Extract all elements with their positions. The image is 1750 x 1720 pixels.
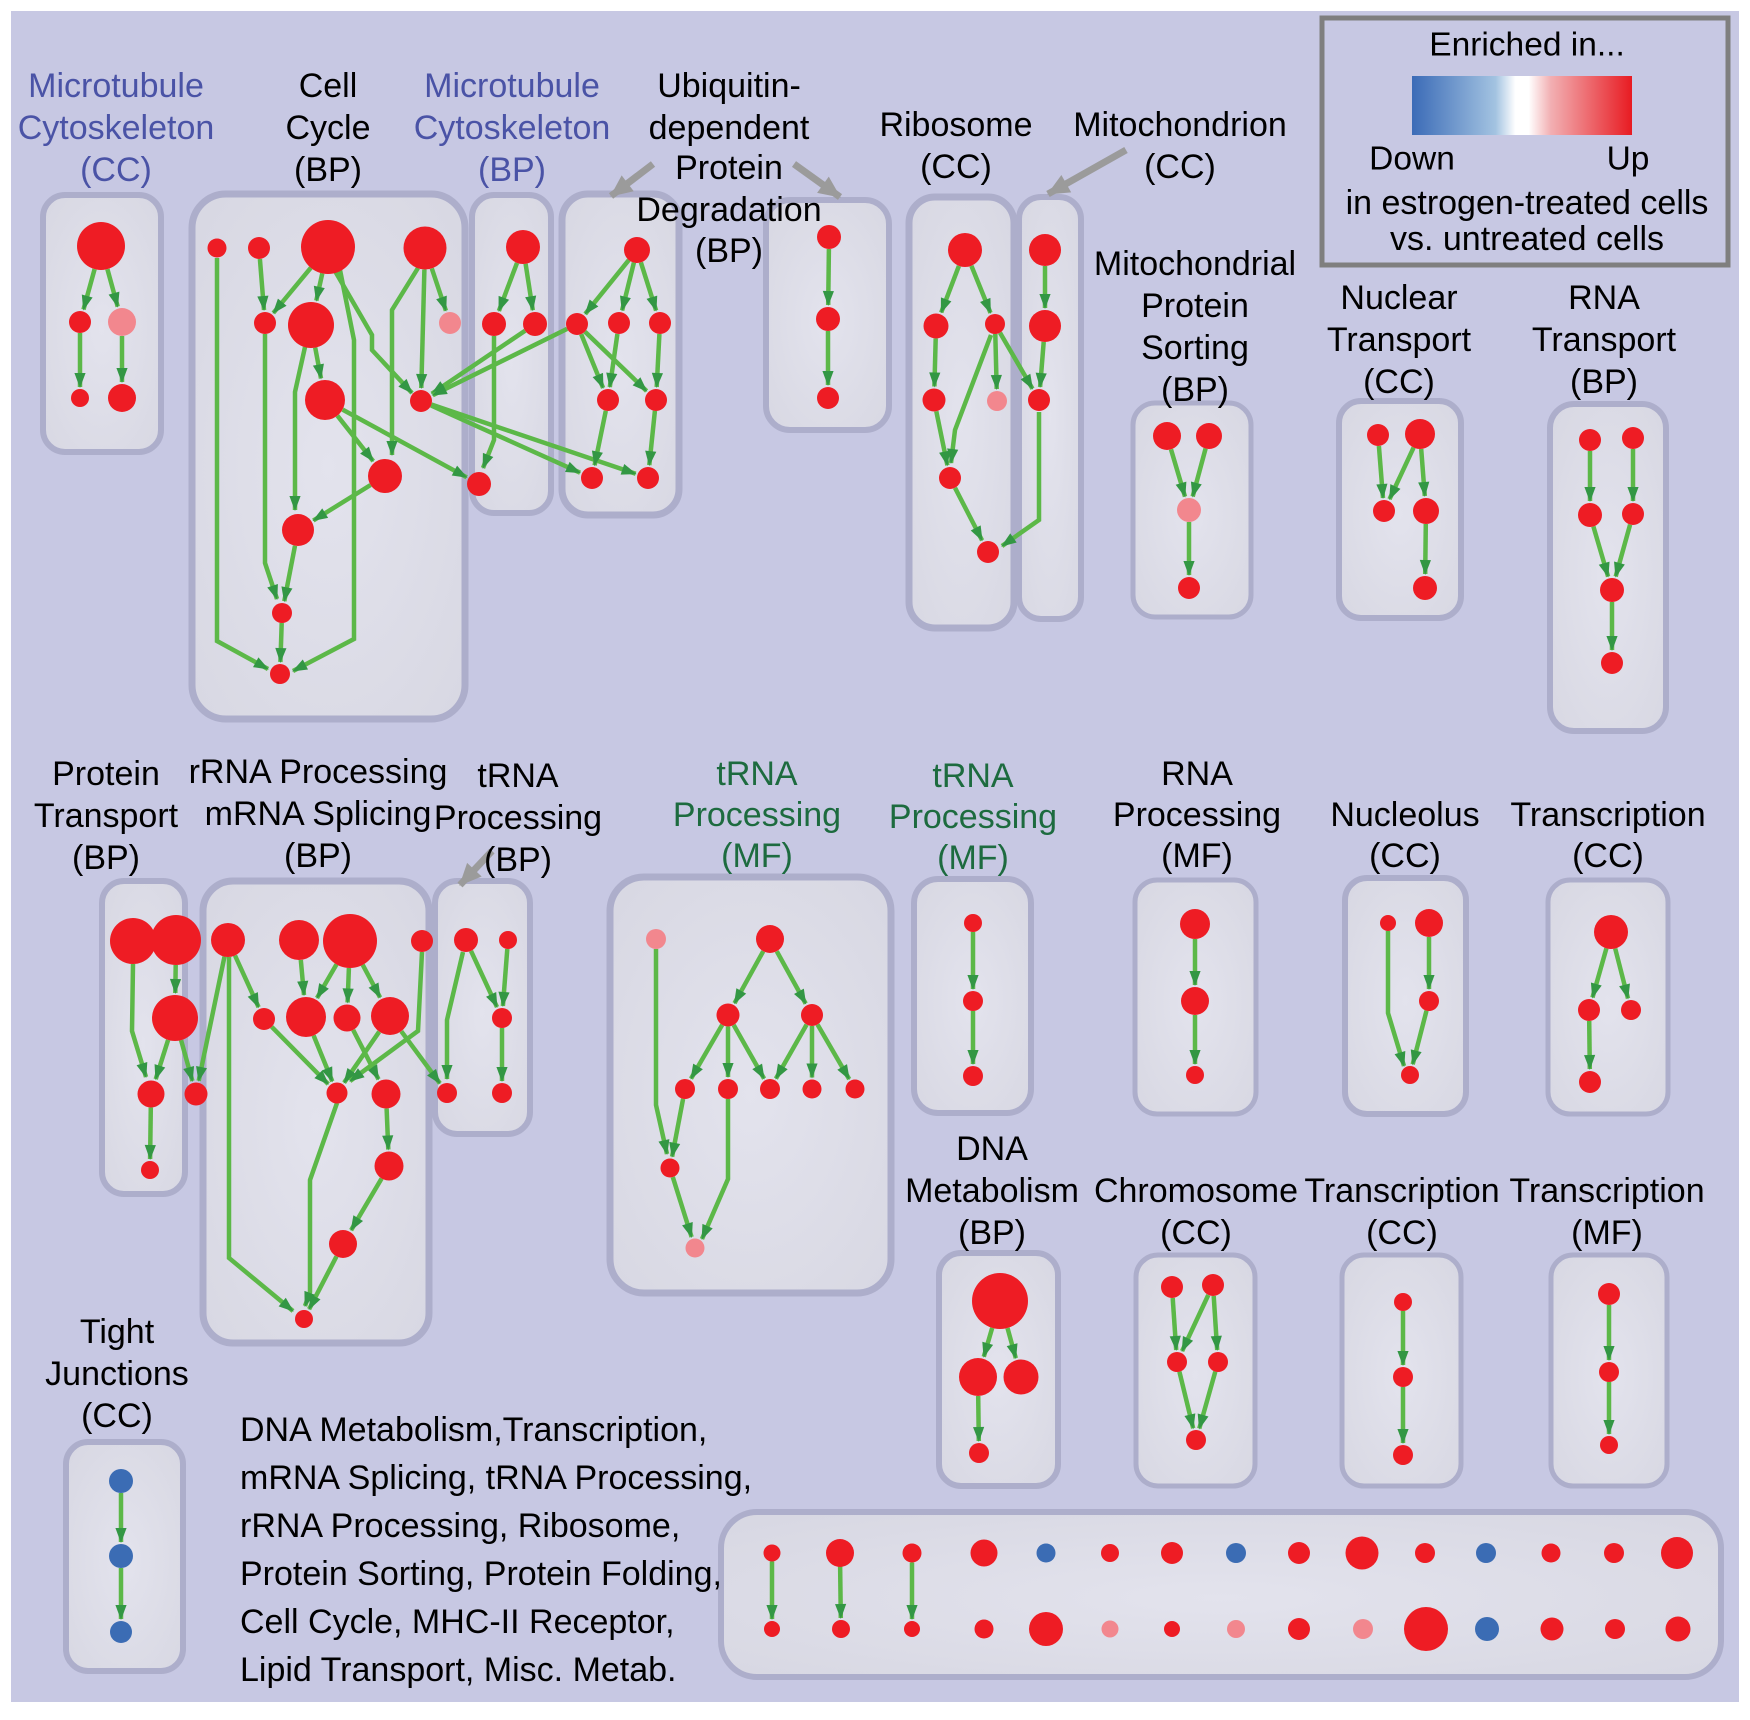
svg-text:(BP): (BP) [958, 1214, 1026, 1252]
svg-text:Cell Cycle, MHC-II Receptor,: Cell Cycle, MHC-II Receptor, [240, 1603, 675, 1641]
svg-text:vs. untreated cells: vs. untreated cells [1390, 220, 1664, 258]
svg-text:Processing: Processing [673, 796, 841, 834]
svg-text:Ubiquitin-: Ubiquitin- [657, 67, 801, 105]
svg-text:(CC): (CC) [1366, 1214, 1438, 1252]
svg-text:Transcription: Transcription [1509, 1172, 1704, 1210]
svg-text:Protein Sorting, Protein Foldi: Protein Sorting, Protein Folding, [240, 1555, 722, 1593]
svg-text:Up: Up [1607, 141, 1650, 178]
svg-text:Enriched in...: Enriched in... [1429, 27, 1625, 64]
svg-text:Chromosome: Chromosome [1094, 1172, 1298, 1210]
svg-text:(BP): (BP) [484, 841, 552, 879]
svg-text:(BP): (BP) [1570, 363, 1638, 401]
svg-text:(BP): (BP) [1161, 371, 1229, 409]
svg-text:(CC): (CC) [80, 151, 152, 189]
svg-text:in estrogen-treated cells: in estrogen-treated cells [1346, 184, 1709, 222]
svg-text:Protein: Protein [1141, 287, 1249, 325]
svg-text:(BP): (BP) [72, 839, 140, 877]
svg-text:Cell: Cell [299, 67, 358, 105]
svg-text:tRNA: tRNA [716, 755, 798, 793]
svg-text:Transport: Transport [1327, 321, 1472, 359]
svg-text:Junctions: Junctions [45, 1355, 189, 1393]
svg-text:Cytoskeleton: Cytoskeleton [18, 109, 215, 147]
svg-text:Lipid Transport, Misc. Metab.: Lipid Transport, Misc. Metab. [240, 1651, 677, 1689]
svg-text:(BP): (BP) [284, 837, 352, 875]
svg-text:Microtubule: Microtubule [424, 67, 600, 105]
svg-text:Mitochondrial: Mitochondrial [1094, 245, 1296, 283]
svg-text:Nuclear: Nuclear [1340, 279, 1457, 317]
svg-text:(MF): (MF) [937, 839, 1009, 877]
svg-text:Transcription: Transcription [1510, 796, 1705, 834]
svg-text:Processing: Processing [1113, 796, 1281, 834]
svg-text:Protein: Protein [52, 755, 160, 793]
svg-text:Nucleolus: Nucleolus [1330, 796, 1479, 834]
svg-text:RNA: RNA [1161, 755, 1233, 793]
svg-text:(MF): (MF) [1161, 837, 1233, 875]
svg-text:DNA Metabolism,Transcription,: DNA Metabolism,Transcription, [240, 1411, 707, 1449]
svg-text:(CC): (CC) [1160, 1214, 1232, 1252]
svg-text:Metabolism: Metabolism [905, 1172, 1079, 1210]
svg-text:Cycle: Cycle [285, 109, 370, 147]
svg-text:Down: Down [1369, 141, 1455, 178]
svg-text:(MF): (MF) [721, 837, 793, 875]
svg-text:rRNA Processing: rRNA Processing [189, 753, 448, 791]
svg-text:(CC): (CC) [1363, 363, 1435, 401]
svg-text:(BP): (BP) [294, 151, 362, 189]
svg-text:Tight: Tight [80, 1313, 155, 1351]
svg-text:Mitochondrion: Mitochondrion [1073, 106, 1287, 144]
svg-text:(CC): (CC) [1572, 837, 1644, 875]
svg-text:(BP): (BP) [478, 151, 546, 189]
svg-text:DNA: DNA [956, 1130, 1028, 1168]
svg-text:(MF): (MF) [1571, 1214, 1643, 1252]
svg-text:Transcription: Transcription [1304, 1172, 1499, 1210]
svg-text:mRNA Splicing: mRNA Splicing [205, 795, 432, 833]
svg-text:(CC): (CC) [1369, 837, 1441, 875]
svg-text:(CC): (CC) [81, 1397, 153, 1435]
svg-text:Processing: Processing [434, 799, 602, 837]
svg-text:Transport: Transport [34, 797, 179, 835]
svg-text:dependent: dependent [649, 109, 810, 147]
svg-text:mRNA Splicing, tRNA Processing: mRNA Splicing, tRNA Processing, [240, 1459, 752, 1497]
svg-text:Ribosome: Ribosome [879, 106, 1032, 144]
svg-text:(CC): (CC) [920, 148, 992, 186]
svg-text:RNA: RNA [1568, 279, 1640, 317]
svg-text:Cytoskeleton: Cytoskeleton [414, 109, 611, 147]
svg-text:Processing: Processing [889, 798, 1057, 836]
svg-text:rRNA Processing, Ribosome,: rRNA Processing, Ribosome, [240, 1507, 680, 1545]
svg-text:Sorting: Sorting [1141, 329, 1249, 367]
svg-text:(CC): (CC) [1144, 148, 1216, 186]
svg-text:tRNA: tRNA [932, 757, 1014, 795]
svg-text:Transport: Transport [1532, 321, 1677, 359]
svg-text:Degradation: Degradation [636, 191, 821, 229]
svg-text:Protein: Protein [675, 149, 783, 187]
svg-text:(BP): (BP) [695, 232, 763, 270]
svg-text:Microtubule: Microtubule [28, 67, 204, 105]
svg-text:tRNA: tRNA [477, 757, 559, 795]
